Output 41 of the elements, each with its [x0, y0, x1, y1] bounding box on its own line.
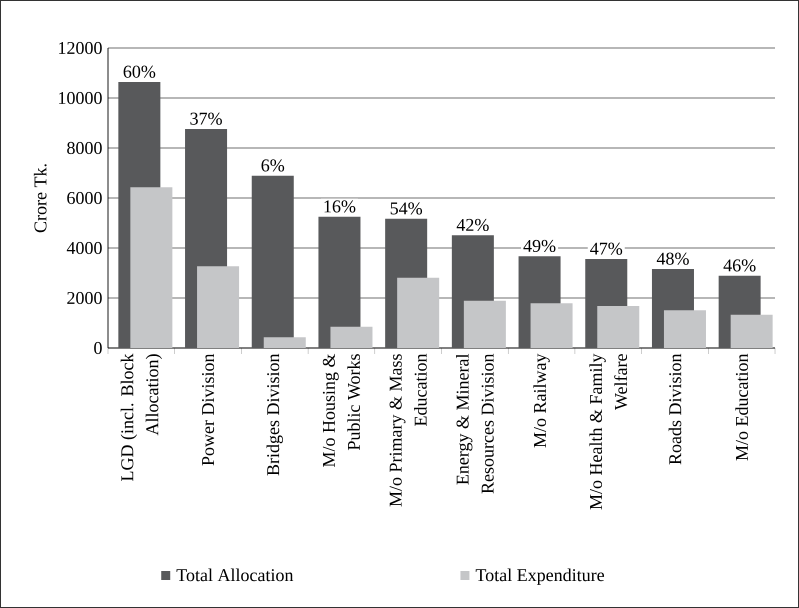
x-tick-label: M/o Primary & Mass Education	[390, 354, 427, 507]
bar	[397, 278, 440, 348]
y-tick-label: 6000	[67, 192, 102, 204]
y-tick-label: 2000	[67, 292, 102, 304]
annotation: 37%	[190, 112, 222, 125]
bar	[530, 303, 573, 348]
x-tick-label: LGD (incl. Block Allocation)	[120, 354, 162, 481]
y-tick-label: 4000	[66, 242, 102, 254]
annotation: 46%	[724, 259, 756, 272]
x-tick-label: Roads Division	[668, 354, 682, 465]
x-tick-label: M/o Housing & Public Works	[322, 354, 360, 468]
bar	[130, 187, 172, 348]
y-tick-label: 0	[94, 342, 102, 354]
bar	[597, 306, 640, 348]
bar	[252, 176, 294, 348]
annotation: 42%	[456, 218, 489, 232]
x-tick-label: M/o Railway	[533, 354, 550, 448]
annotation: 54%	[390, 202, 422, 215]
bar	[197, 266, 240, 348]
bar	[464, 300, 506, 348]
annotation: 48%	[656, 252, 689, 265]
y-axis-title: Crore Tk.	[34, 164, 47, 232]
annotation: 6%	[262, 159, 284, 172]
x-tick-label: Bridges Division	[266, 354, 283, 476]
x-tick-label: Energy & Mineral Resources Division	[456, 354, 494, 494]
x-tick-label: Power Division	[202, 354, 214, 466]
bar	[264, 337, 306, 348]
y-tick-label: 12000	[59, 42, 102, 54]
legend-label: Total Expenditure	[476, 568, 604, 585]
annotation: 60%	[124, 66, 156, 78]
annotation: 47%	[590, 242, 622, 255]
legend-label: Total Allocation	[176, 568, 294, 582]
bar	[664, 310, 706, 348]
bar	[330, 326, 372, 348]
annotation: 16%	[324, 200, 356, 213]
x-tick-label: M/o Education	[735, 354, 748, 460]
y-tick-label: 8000	[67, 142, 102, 154]
annotation: 49%	[523, 240, 556, 252]
bar	[730, 314, 773, 348]
y-tick-label: 10000	[59, 92, 102, 104]
x-tick-label: M/o Health & Family Welfare	[589, 354, 628, 510]
